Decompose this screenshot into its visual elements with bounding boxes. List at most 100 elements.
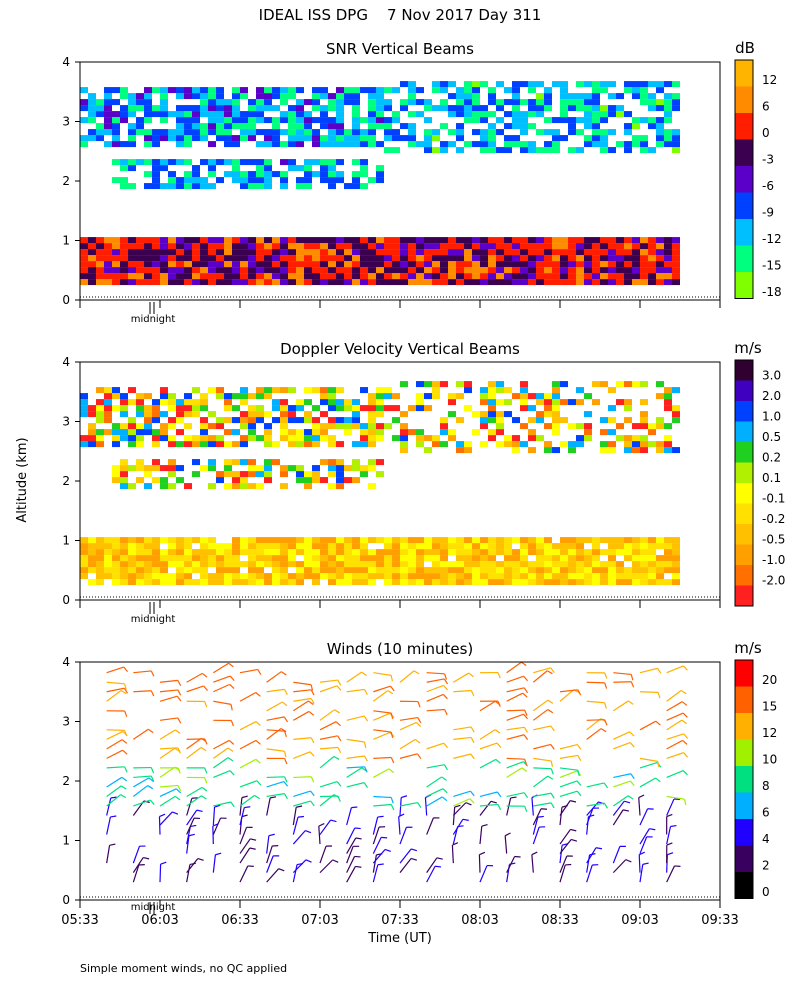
doppler-cell: [512, 537, 520, 544]
doppler-cell: [112, 429, 120, 436]
doppler-cell: [392, 417, 400, 424]
snr-cell: [464, 117, 472, 124]
snr-cell: [144, 171, 152, 178]
doppler-cell: [224, 483, 232, 490]
doppler-cell: [584, 435, 592, 442]
doppler-cell: [400, 381, 408, 388]
doppler-cell: [416, 537, 424, 544]
doppler-cell: [104, 429, 112, 436]
snr-cell: [472, 99, 480, 106]
doppler-cell: [448, 393, 456, 400]
doppler-cell: [184, 573, 192, 580]
doppler-cell: [96, 561, 104, 568]
doppler-cell: [448, 567, 456, 574]
doppler-cell: [664, 543, 672, 550]
doppler-cell: [608, 447, 616, 454]
snr-cell: [168, 171, 176, 178]
wind-barb-flag: [656, 668, 662, 674]
doppler-cell: [376, 429, 384, 436]
doppler-cell: [464, 567, 472, 574]
doppler-cell: [168, 561, 176, 568]
doppler-cell: [96, 441, 104, 448]
doppler-cell: [200, 537, 208, 544]
doppler-cell: [96, 435, 104, 442]
doppler-cell: [240, 459, 248, 466]
doppler-cell: [200, 543, 208, 550]
doppler-cell: [456, 549, 464, 556]
snr-cell: [576, 105, 584, 112]
snr-cell: [576, 267, 584, 274]
doppler-cell: [544, 411, 552, 418]
snr-cell: [80, 249, 88, 256]
snr-cell: [176, 87, 184, 94]
doppler-cell: [552, 543, 560, 550]
wind-barb: [346, 866, 356, 883]
doppler-cell: [288, 417, 296, 424]
snr-cell: [560, 261, 568, 268]
snr-cell: [632, 141, 640, 148]
doppler-cell: [248, 393, 256, 400]
wind-barb: [426, 672, 445, 675]
wind-barb: [639, 828, 650, 845]
doppler-cell: [536, 579, 544, 586]
doppler-cell: [504, 549, 512, 556]
snr-cell: [248, 279, 256, 286]
doppler-cell: [496, 579, 504, 586]
snr-cell: [464, 105, 472, 112]
snr-cell: [184, 159, 192, 166]
snr-cell: [648, 99, 656, 106]
snr-cell: [176, 135, 184, 142]
snr-cell: [184, 267, 192, 274]
snr-cell: [232, 249, 240, 256]
doppler-cell: [304, 483, 312, 490]
snr-cell: [528, 123, 536, 130]
snr-cell: [280, 183, 288, 190]
doppler-cell: [560, 381, 568, 388]
snr-cell: [184, 273, 192, 280]
snr-cell: [312, 99, 320, 106]
doppler-cell: [288, 429, 296, 436]
snr-cell: [264, 261, 272, 268]
wind-barb: [266, 780, 285, 788]
doppler-cell: [616, 579, 624, 586]
snr-cell: [288, 279, 296, 286]
snr-cell: [80, 273, 88, 280]
snr-cell: [624, 255, 632, 262]
colorbar-tick-label: 0.1: [762, 471, 781, 485]
snr-cell: [392, 273, 400, 280]
wind-barb: [372, 864, 379, 883]
snr-cell: [200, 99, 208, 106]
snr-cell: [384, 123, 392, 130]
snr-cell: [568, 267, 576, 274]
wind-barb: [613, 672, 632, 676]
doppler-cell: [248, 411, 256, 418]
colorbar-cell: [735, 660, 753, 687]
snr-cell: [120, 261, 128, 268]
snr-cell: [224, 279, 232, 286]
doppler-cell: [408, 405, 416, 412]
snr-cell: [208, 267, 216, 274]
doppler-cell: [352, 537, 360, 544]
wind-barb-flag: [283, 781, 289, 787]
doppler-cell: [320, 435, 328, 442]
snr-cell: [520, 111, 528, 118]
wind-barb-flag: [537, 815, 544, 818]
wind-barb: [399, 738, 416, 750]
snr-cell: [672, 141, 680, 148]
snr-cell: [328, 261, 336, 268]
doppler-cell: [592, 537, 600, 544]
doppler-cell: [328, 399, 336, 406]
wind-barb-flag: [160, 861, 167, 865]
snr-cell: [496, 273, 504, 280]
doppler-cell: [208, 465, 216, 472]
snr-cell: [192, 123, 200, 130]
doppler-cell: [368, 579, 376, 586]
doppler-cell: [520, 561, 528, 568]
snr-cell: [424, 141, 432, 148]
snr-cell: [448, 243, 456, 250]
wind-barb: [506, 797, 512, 816]
doppler-cell: [136, 393, 144, 400]
wind-barb: [506, 734, 525, 740]
snr-cell: [192, 87, 200, 94]
